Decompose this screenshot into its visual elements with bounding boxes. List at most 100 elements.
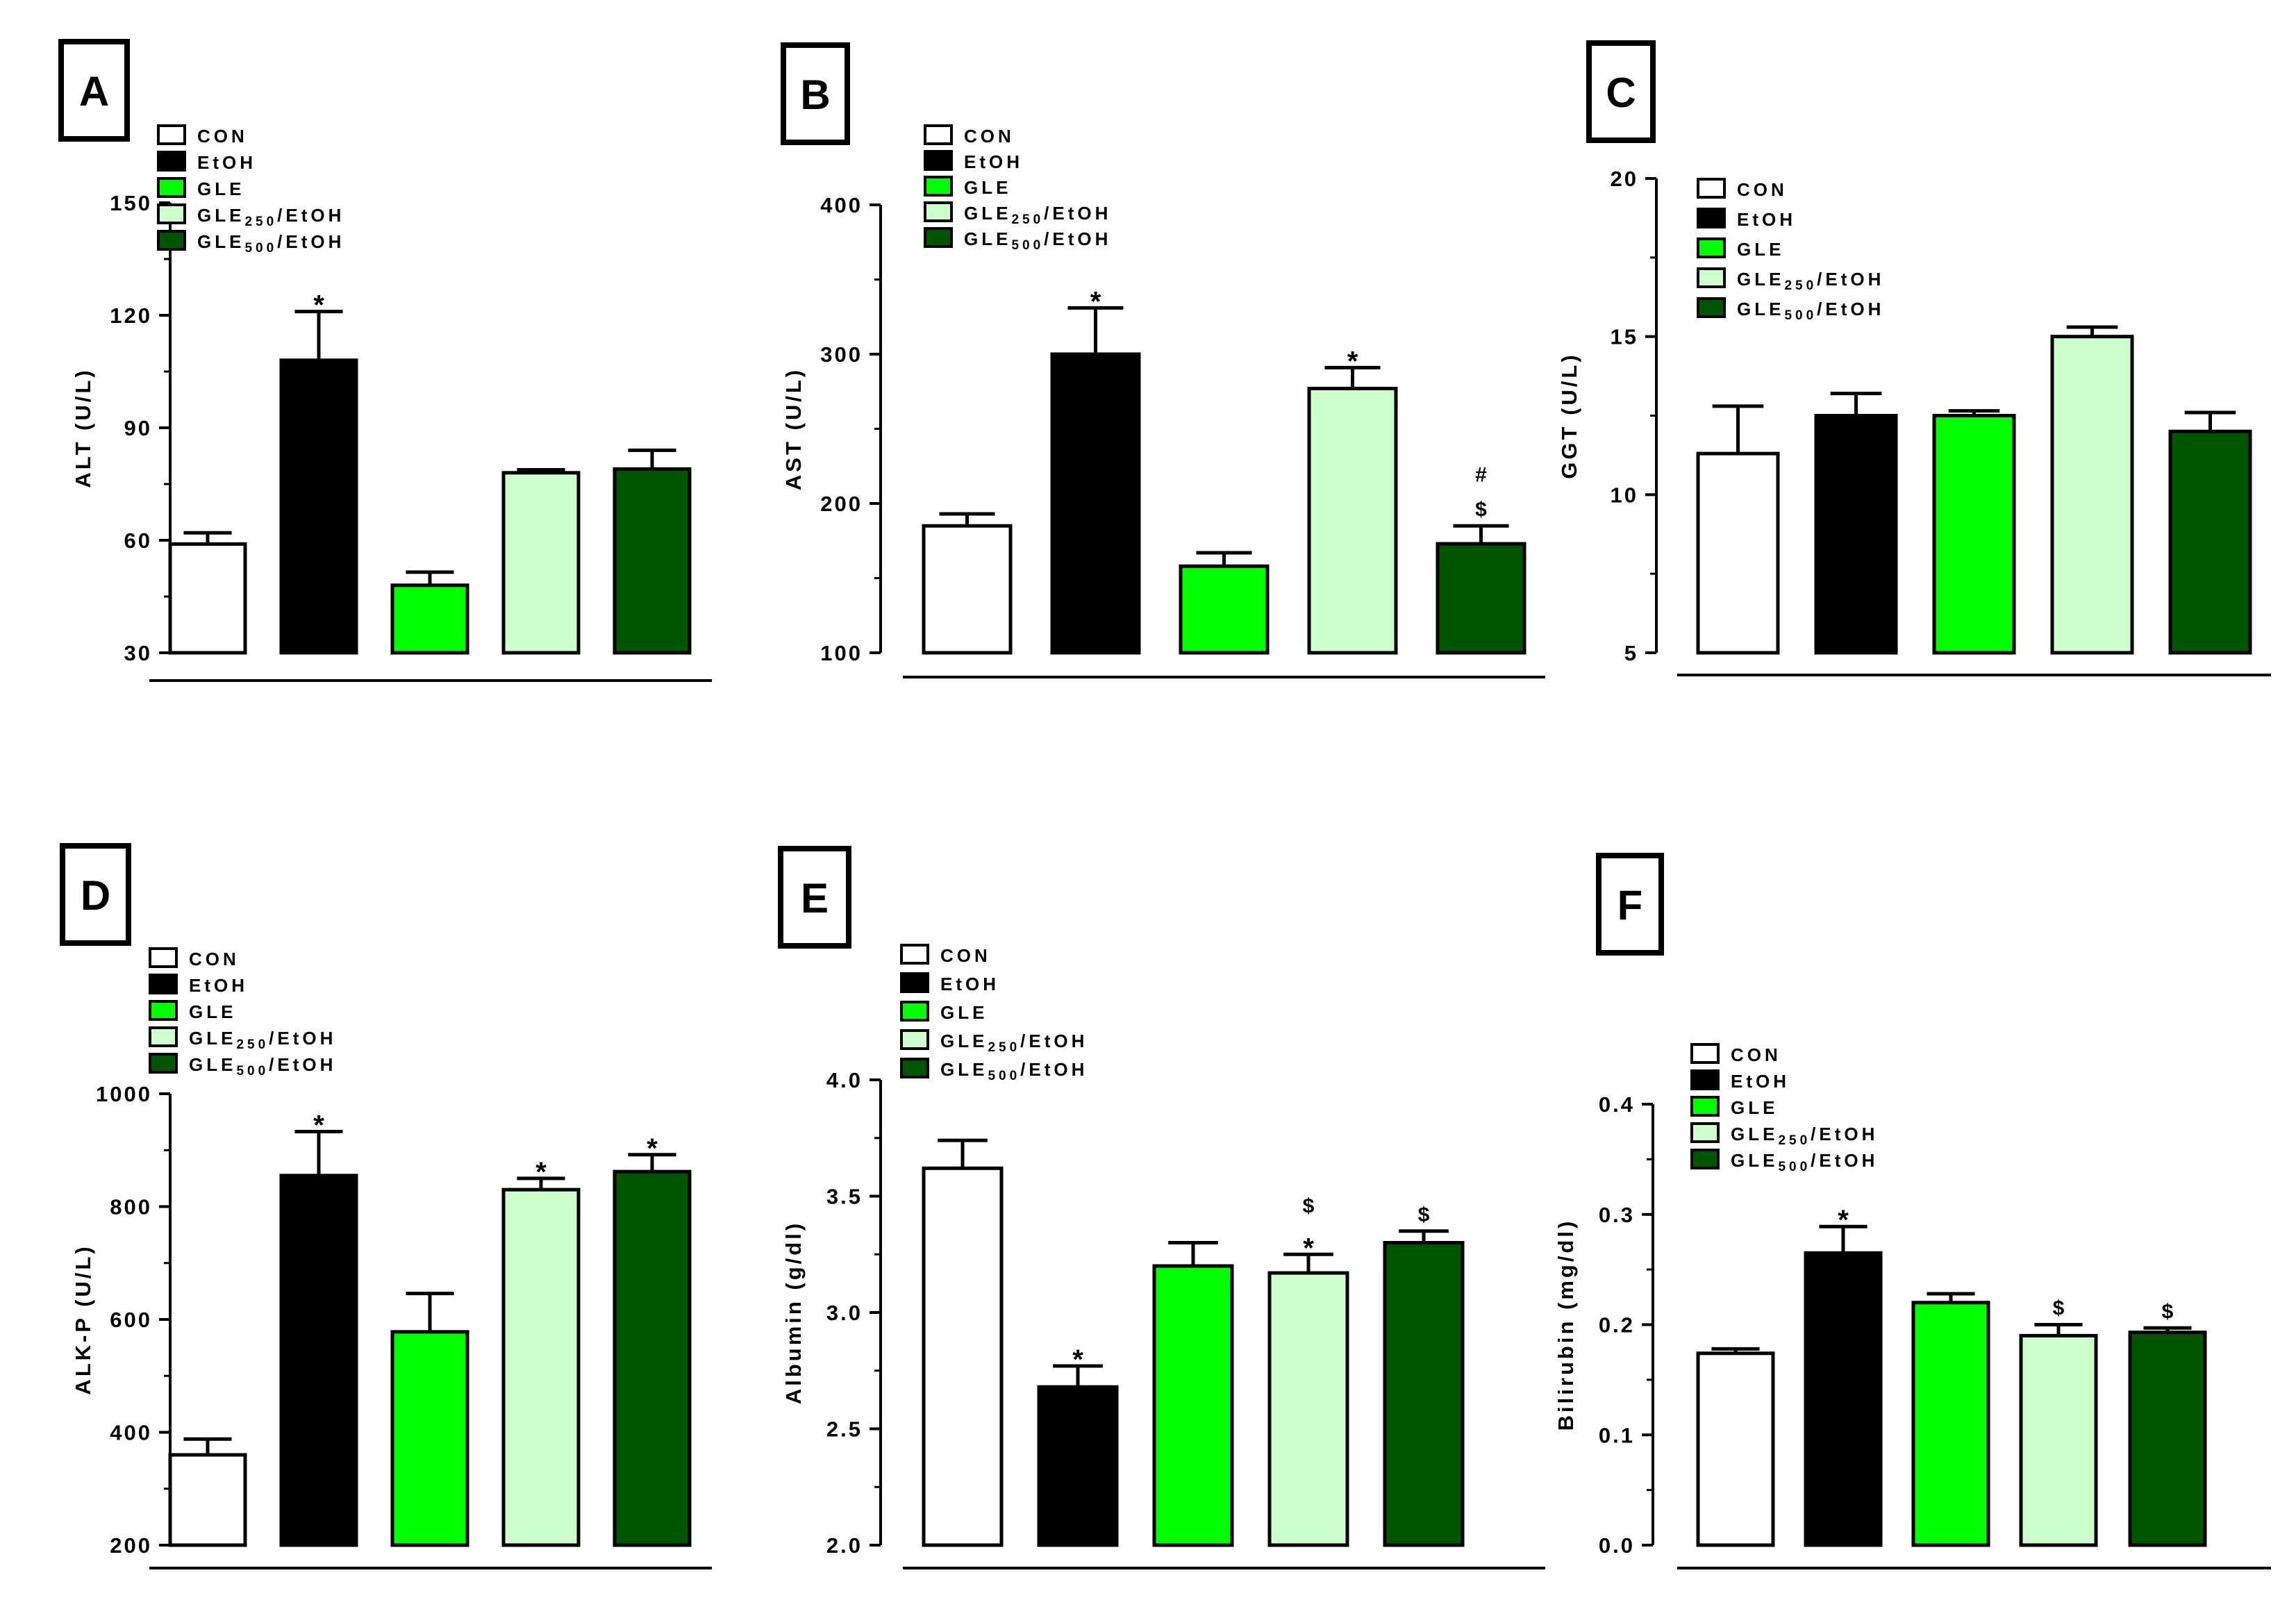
significance-mark: * bbox=[1090, 286, 1101, 317]
legend-swatch bbox=[900, 944, 929, 965]
y-tick-label: 0.0 bbox=[1599, 1533, 1635, 1558]
significance-mark: $ bbox=[1418, 1203, 1430, 1226]
y-axis-label: ALT (U/L) bbox=[71, 367, 95, 488]
panel-label: D bbox=[81, 872, 110, 919]
bar-etoh bbox=[279, 1174, 358, 1547]
legend-swatch bbox=[1697, 208, 1726, 228]
legend-label: GLE500/EtOH bbox=[964, 228, 1111, 253]
significance-mark: $ bbox=[1303, 1194, 1315, 1217]
legend-swatch bbox=[924, 150, 953, 171]
legend-label: CON bbox=[1731, 1044, 1781, 1065]
legend-swatch bbox=[149, 1053, 178, 1074]
bar-con bbox=[922, 524, 1013, 655]
y-tick-label: 10 bbox=[1611, 483, 1638, 507]
panel-label-box bbox=[60, 843, 131, 946]
bar-gle bbox=[1932, 414, 2016, 655]
y-tick-label: 1000 bbox=[96, 1082, 152, 1106]
legend-label: CON bbox=[189, 949, 240, 969]
bar-con bbox=[922, 1166, 1004, 1547]
y-tick-label: 200 bbox=[820, 492, 863, 516]
panel-b: B 100 200 300 400 AST (U/L) * * $ # CON EtOH GLE GLE2… bbox=[781, 42, 1545, 678]
legend-swatch bbox=[1697, 297, 1726, 318]
legend-swatch bbox=[900, 1029, 929, 1050]
legend-label: GLE bbox=[1731, 1097, 1778, 1118]
bar-con bbox=[168, 542, 247, 655]
significance-mark: * bbox=[1838, 1205, 1849, 1235]
bar-gle500-etoh bbox=[2168, 429, 2252, 655]
legend-swatch bbox=[149, 1026, 178, 1047]
legend-label: GLE bbox=[1737, 239, 1784, 260]
bar-gle bbox=[1911, 1301, 1990, 1547]
legend-swatch bbox=[900, 1058, 929, 1078]
legend-swatch bbox=[1697, 267, 1726, 288]
y-tick-label: 5 bbox=[1624, 641, 1638, 665]
significance-mark: $ bbox=[2162, 1300, 2174, 1323]
panel-label-box bbox=[1586, 40, 1656, 143]
y-tick-label: 15 bbox=[1611, 325, 1638, 349]
legend-label: GLE250/EtOH bbox=[1737, 269, 1884, 293]
y-tick-label: 0.2 bbox=[1599, 1313, 1635, 1338]
legend-label: EtOH bbox=[1737, 209, 1796, 230]
y-tick-label: 60 bbox=[124, 528, 152, 553]
significance-mark: * bbox=[1303, 1233, 1314, 1263]
bar-etoh bbox=[1050, 352, 1141, 655]
bar-etoh bbox=[1814, 414, 1898, 655]
legend-label: GLE250/EtOH bbox=[964, 203, 1111, 227]
legend-label: GLE bbox=[197, 178, 244, 199]
panel-e: E 2.0 2.5 3.0 3.5 4.0 Albumin (g/dl) * * $ $ CON EtO… bbox=[778, 846, 1545, 1569]
panel-label: C bbox=[1606, 69, 1636, 116]
legend-swatch bbox=[157, 230, 186, 251]
legend-label: GLE500/EtOH bbox=[1737, 299, 1884, 323]
legend-label: GLE250/EtOH bbox=[189, 1028, 336, 1052]
legend-label: CON bbox=[197, 126, 248, 147]
legend-swatch bbox=[1690, 1122, 1720, 1143]
y-tick-label: 200 bbox=[110, 1533, 152, 1558]
significance-mark: * bbox=[647, 1133, 658, 1164]
y-tick-label: 0.3 bbox=[1599, 1203, 1635, 1227]
y-tick-label: 20 bbox=[1611, 167, 1638, 191]
legend-label: CON bbox=[964, 126, 1015, 147]
panel-label: F bbox=[1617, 882, 1643, 928]
y-tick-label: 3.5 bbox=[826, 1185, 863, 1209]
bar-etoh bbox=[1804, 1251, 1883, 1547]
legend-swatch bbox=[1697, 178, 1726, 199]
bar-gle500-etoh bbox=[613, 1169, 692, 1547]
panel-f: F 0.0 0.1 0.2 0.3 0.4 Bilirubin (mg/dl) * $ $ CON E… bbox=[1554, 853, 2271, 1569]
y-tick-label: 800 bbox=[110, 1195, 152, 1219]
bar-gle500-etoh bbox=[1383, 1241, 1465, 1547]
bar-etoh bbox=[279, 358, 358, 655]
legend-label: GLE bbox=[940, 1002, 988, 1023]
legend-label: EtOH bbox=[964, 151, 1023, 172]
significance-mark: * bbox=[1347, 346, 1358, 376]
legend-swatch bbox=[157, 203, 186, 224]
legend-swatch bbox=[924, 176, 953, 197]
bar-gle bbox=[390, 583, 469, 655]
bar-gle250-etoh bbox=[1267, 1271, 1349, 1547]
panel-c: C 5 10 15 20 GGT (U/L) CON EtOH GLE GLE250/EtOH GL… bbox=[1557, 40, 2271, 676]
legend-swatch bbox=[924, 227, 953, 248]
y-axis-label: Bilirubin (mg/dl) bbox=[1554, 1219, 1578, 1431]
legend-label: EtOH bbox=[189, 975, 248, 996]
legend-label: EtOH bbox=[197, 152, 256, 173]
y-tick-label: 2.5 bbox=[826, 1417, 863, 1442]
y-tick-label: 30 bbox=[124, 641, 152, 665]
significance-mark: $ bbox=[2053, 1297, 2065, 1320]
legend-swatch bbox=[1697, 238, 1726, 258]
legend-label: GLE bbox=[189, 1001, 236, 1022]
bar-gle500-etoh bbox=[1436, 542, 1526, 655]
panel-label-box bbox=[58, 39, 130, 142]
y-tick-label: 4.0 bbox=[826, 1068, 863, 1092]
y-axis-label: AST (U/L) bbox=[781, 367, 806, 490]
panel-label: E bbox=[801, 875, 829, 922]
bar-gle250-etoh bbox=[2019, 1333, 2098, 1547]
legend-label: CON bbox=[940, 945, 991, 966]
y-tick-label: 300 bbox=[820, 342, 863, 367]
bar-gle250-etoh bbox=[501, 471, 581, 655]
y-tick-label: 120 bbox=[110, 303, 152, 328]
legend-label: EtOH bbox=[1731, 1071, 1790, 1092]
legend-swatch bbox=[157, 177, 186, 198]
